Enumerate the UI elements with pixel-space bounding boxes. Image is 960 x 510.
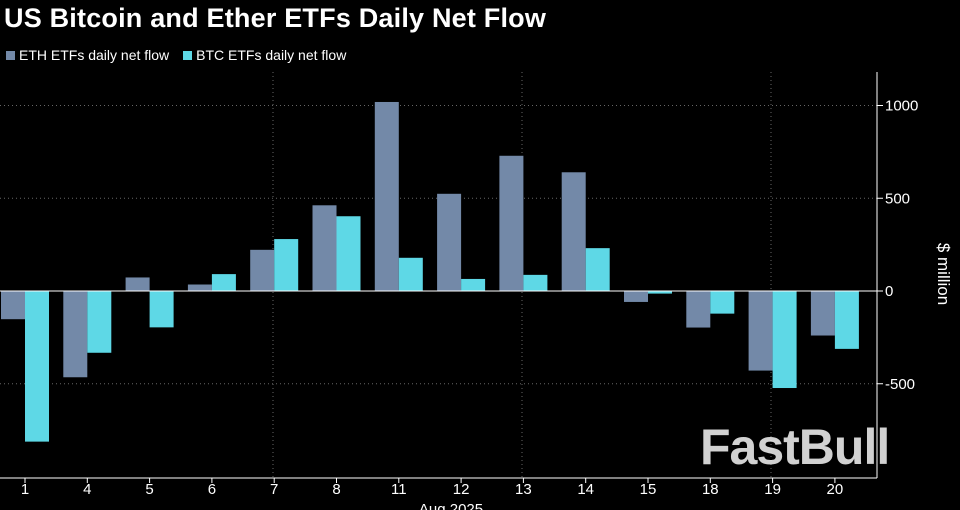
eth-bar-7 bbox=[250, 249, 275, 291]
x-axis-label: Aug 2025 bbox=[419, 501, 483, 510]
eth-bar-12 bbox=[437, 193, 462, 291]
legend-label-btc: BTC ETFs daily net flow bbox=[196, 47, 347, 63]
y-tick-label: 0 bbox=[885, 283, 893, 300]
btc-bar-8 bbox=[336, 216, 361, 291]
eth-bar-20 bbox=[810, 291, 835, 336]
btc-bar-15 bbox=[648, 291, 672, 294]
x-tick-label: 1 bbox=[21, 481, 29, 498]
x-tick-label: 13 bbox=[515, 481, 532, 498]
eth-bar-11 bbox=[374, 101, 399, 292]
btc-bar-13 bbox=[523, 274, 548, 291]
btc-bar-5 bbox=[149, 291, 174, 328]
btc-bar-20 bbox=[834, 291, 859, 349]
x-tick-label: 12 bbox=[453, 481, 470, 498]
legend-label-eth: ETH ETFs daily net flow bbox=[19, 47, 170, 63]
x-tick-label: 4 bbox=[83, 481, 91, 498]
x-tick-label: 14 bbox=[577, 481, 594, 498]
x-tick-label: 15 bbox=[640, 481, 657, 498]
x-tick-label: 8 bbox=[332, 481, 340, 498]
x-tick-label: 19 bbox=[764, 481, 781, 498]
eth-bar-6 bbox=[187, 284, 212, 291]
legend-item-btc: BTC ETFs daily net flow bbox=[183, 47, 346, 63]
y-tick-label: -500 bbox=[885, 376, 915, 393]
watermark-logo: FastBull bbox=[700, 419, 890, 475]
btc-bar-6 bbox=[211, 274, 236, 291]
btc-bar-1 bbox=[25, 291, 49, 442]
x-tick-label: 6 bbox=[208, 481, 216, 498]
btc-bar-14 bbox=[585, 248, 610, 291]
btc-bar-19 bbox=[772, 291, 797, 389]
x-tick-label: 11 bbox=[391, 481, 407, 498]
chart-legend: ETH ETFs daily net flow BTC ETFs daily n… bbox=[6, 47, 360, 63]
y-axis-label: $ million bbox=[934, 243, 953, 305]
legend-swatch-btc bbox=[183, 50, 193, 60]
eth-bar-4 bbox=[63, 291, 88, 378]
eth-bar-13 bbox=[499, 155, 524, 291]
btc-bar-12 bbox=[461, 278, 486, 291]
btc-bar-18 bbox=[710, 291, 735, 314]
x-tick-label: 20 bbox=[827, 481, 844, 498]
x-tick-label: 5 bbox=[145, 481, 153, 498]
x-tick-label: 18 bbox=[702, 481, 719, 498]
legend-swatch-eth bbox=[6, 50, 15, 60]
eth-bar-8 bbox=[312, 205, 337, 291]
eth-bar-18 bbox=[686, 291, 711, 328]
btc-bar-11 bbox=[398, 257, 423, 291]
y-tick-label: 1000 bbox=[885, 98, 918, 115]
eth-bar-14 bbox=[561, 172, 586, 291]
eth-bar-15 bbox=[624, 291, 648, 302]
eth-bar-19 bbox=[748, 291, 773, 371]
x-tick-label: 7 bbox=[270, 481, 278, 498]
btc-bar-4 bbox=[87, 291, 112, 353]
eth-bar-1 bbox=[1, 291, 25, 320]
y-tick-label: 500 bbox=[885, 190, 910, 207]
chart-title: US Bitcoin and Ether ETFs Daily Net Flow bbox=[4, 3, 547, 33]
btc-bar-7 bbox=[274, 239, 299, 291]
eth-bar-5 bbox=[125, 277, 150, 291]
legend-item-eth: ETH ETFs daily net flow bbox=[6, 47, 169, 63]
